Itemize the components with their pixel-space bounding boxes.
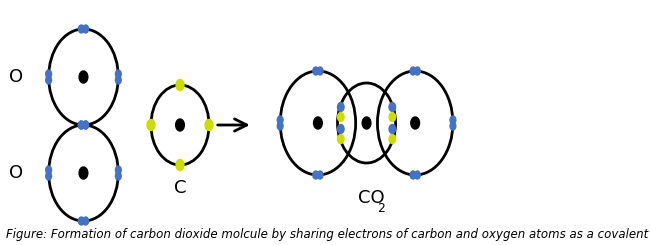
- Text: O: O: [9, 68, 23, 86]
- Circle shape: [450, 122, 456, 130]
- Circle shape: [83, 25, 88, 33]
- Text: C: C: [174, 179, 187, 197]
- Circle shape: [79, 167, 88, 179]
- Circle shape: [79, 121, 84, 129]
- Circle shape: [116, 172, 121, 180]
- Circle shape: [205, 120, 213, 131]
- Circle shape: [278, 122, 283, 130]
- Circle shape: [83, 121, 88, 129]
- Circle shape: [337, 112, 344, 122]
- Circle shape: [313, 171, 318, 179]
- Circle shape: [313, 67, 318, 75]
- Circle shape: [116, 166, 121, 174]
- Circle shape: [83, 217, 88, 225]
- Circle shape: [450, 116, 456, 124]
- Circle shape: [46, 172, 51, 180]
- Circle shape: [411, 117, 419, 129]
- Circle shape: [79, 71, 88, 83]
- Circle shape: [389, 124, 396, 134]
- Circle shape: [337, 124, 344, 134]
- Circle shape: [410, 67, 416, 75]
- Circle shape: [79, 25, 84, 33]
- Circle shape: [337, 102, 344, 111]
- Circle shape: [116, 70, 121, 78]
- Circle shape: [317, 171, 323, 179]
- Circle shape: [176, 159, 184, 171]
- Circle shape: [79, 217, 84, 225]
- Circle shape: [116, 76, 121, 84]
- Circle shape: [46, 166, 51, 174]
- Circle shape: [147, 120, 155, 131]
- Text: Figure: Formation of carbon dioxide molcule by sharing electrons of carbon and o: Figure: Formation of carbon dioxide molc…: [6, 228, 650, 241]
- Circle shape: [410, 171, 416, 179]
- Text: 2: 2: [377, 202, 385, 215]
- Circle shape: [176, 119, 185, 131]
- Circle shape: [389, 102, 396, 111]
- Circle shape: [278, 116, 283, 124]
- Circle shape: [46, 70, 51, 78]
- Circle shape: [313, 117, 322, 129]
- Text: O: O: [9, 164, 23, 182]
- Circle shape: [46, 76, 51, 84]
- Circle shape: [176, 79, 184, 90]
- Circle shape: [415, 171, 421, 179]
- Circle shape: [415, 67, 421, 75]
- Circle shape: [337, 135, 344, 144]
- Circle shape: [389, 112, 396, 122]
- Circle shape: [83, 121, 88, 129]
- Circle shape: [362, 117, 371, 129]
- Circle shape: [79, 121, 84, 129]
- Text: CO: CO: [358, 189, 384, 207]
- Circle shape: [317, 67, 323, 75]
- Circle shape: [389, 135, 396, 144]
